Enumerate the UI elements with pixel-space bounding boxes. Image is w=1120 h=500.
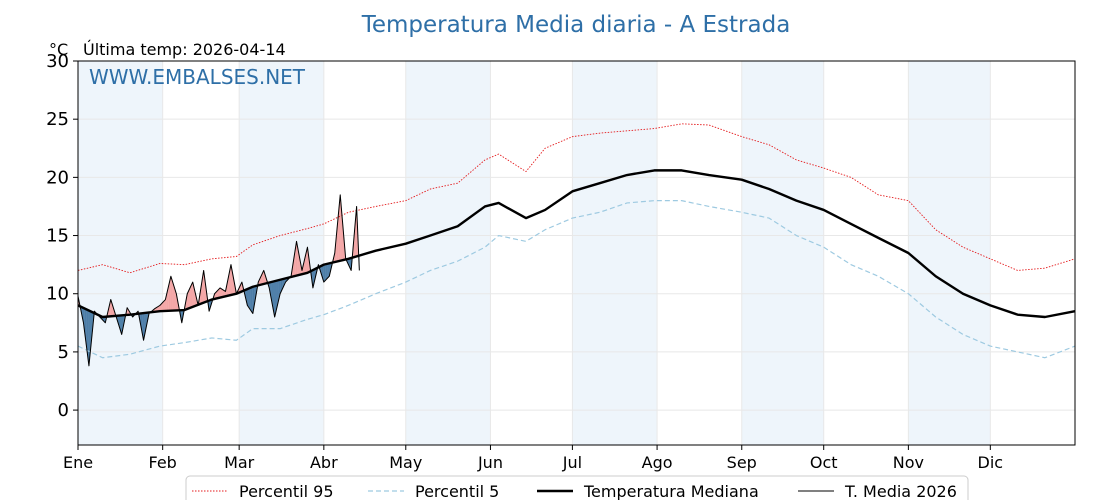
unit-label: °C — [49, 40, 68, 59]
series-temperatura-mediana — [77, 169, 1076, 319]
x-tick-label: Sep — [727, 453, 757, 472]
x-tick-label: Dic — [978, 453, 1004, 472]
series-percentil-95 — [77, 123, 1076, 274]
month-bands — [78, 61, 991, 445]
y-tick-label: 0 — [58, 400, 69, 421]
x-tick-label: Abr — [310, 453, 338, 472]
y-tick-label: 15 — [46, 226, 69, 247]
series-t-media-2026 — [77, 194, 360, 367]
legend: Percentil 95 Percentil 5 Temperatura Media… — [185, 475, 969, 500]
y-tick-label: 30 — [46, 51, 69, 72]
chart-title: Temperatura Media diaria - A Estrada — [361, 12, 791, 38]
x-tick-label: Mar — [224, 453, 255, 472]
legend-label: Temperatura Mediana — [583, 482, 759, 500]
plot-frame — [77, 60, 1076, 446]
legend-label: T. Media 2026 — [844, 482, 957, 500]
x-tick-label: Feb — [149, 453, 177, 472]
x-tick-label: Oct — [810, 453, 838, 472]
legend-label: Percentil 95 — [239, 482, 334, 500]
y-tick-label: 20 — [46, 167, 69, 188]
month-band-may — [405, 61, 491, 445]
month-band-jul — [572, 61, 658, 445]
series-lines — [77, 123, 1076, 367]
month-band-mar — [239, 61, 324, 445]
x-tick-label: Nov — [893, 453, 924, 472]
watermark: WWW.EMBALSES.NET — [89, 65, 306, 89]
legend-box — [185, 475, 969, 500]
y-tick-label: 25 — [46, 109, 69, 130]
x-tick-label: Ene — [63, 453, 93, 472]
x-axis: Ene Feb Mar Abr May Jun Jul Ago Sep Oct Nov Dic — [63, 445, 1003, 472]
month-band-nov — [908, 61, 991, 445]
x-tick-label: May — [389, 453, 422, 472]
month-band-ene — [78, 61, 163, 445]
legend-label: Percentil 5 — [415, 482, 499, 500]
y-tick-label: 10 — [46, 284, 69, 305]
series-percentil-5 — [77, 200, 1076, 359]
month-band-sep — [741, 61, 824, 445]
last-update-label: Última temp: 2026-04-14 — [83, 40, 286, 59]
x-tick-label: Jul — [562, 453, 582, 472]
x-tick-label: Jun — [477, 453, 503, 472]
x-tick-label: Ago — [642, 453, 673, 472]
y-axis: 0 5 10 15 20 25 30 — [46, 51, 78, 421]
y-tick-label: 5 — [58, 342, 69, 363]
